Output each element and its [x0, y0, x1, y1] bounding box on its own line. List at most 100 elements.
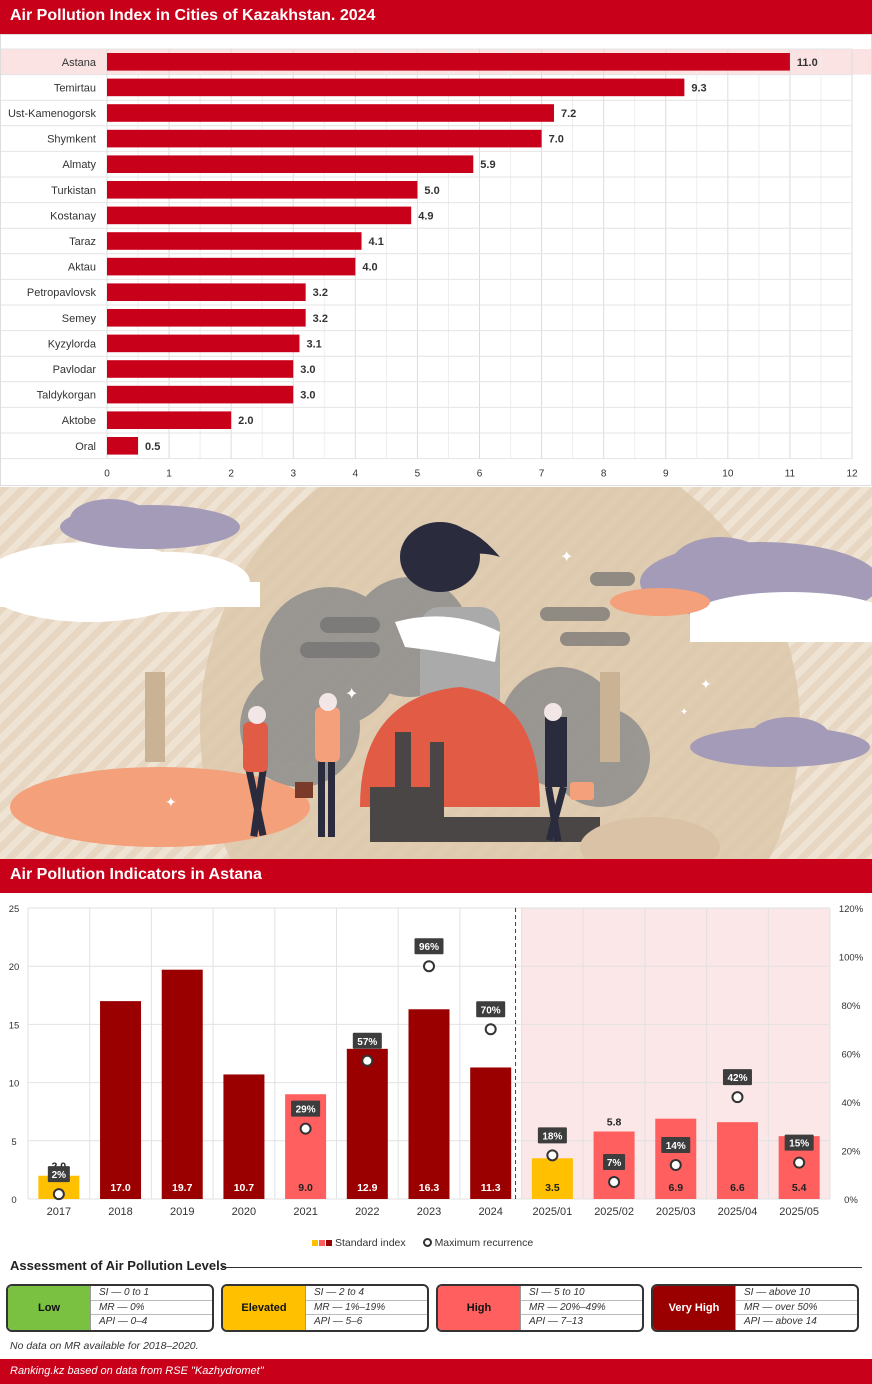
category-label: Ust-Kamenogorsk [8, 108, 97, 120]
value-label: 19.7 [172, 1182, 193, 1194]
recurrence-label-bg [784, 1134, 814, 1151]
y-right-tick: 80% [841, 1001, 861, 1012]
value-label: 17.0 [110, 1182, 131, 1194]
recurrence-label: 29% [296, 1105, 316, 1116]
pollution-illustration: ✦ ✦ ✦ ✦ ✦ [0, 487, 872, 859]
recurrence-label: 18% [542, 1131, 562, 1142]
value-label: 5.4 [792, 1182, 807, 1194]
level-high-name: High [438, 1286, 520, 1330]
bar [107, 232, 362, 250]
value-label: 10.7 [234, 1182, 255, 1194]
recurrence-label-bg [414, 938, 444, 955]
source-credit: Ranking.kz based on data from RSE "Kazhy… [10, 1365, 264, 1377]
x-tick-label: 6 [477, 469, 483, 480]
bar [223, 1074, 265, 1199]
recurrence-marker [793, 1156, 806, 1169]
bar [470, 1067, 512, 1199]
assessment-section: Assessment of Air Pollution Levels Low S… [0, 1255, 872, 1359]
value-label: 3.0 [300, 390, 315, 402]
y-left-tick: 20 [9, 962, 20, 973]
bar [107, 360, 294, 378]
x-tick-label: 2021 [293, 1206, 317, 1218]
recurrence-label: 14% [666, 1141, 686, 1152]
recurrence-marker [608, 1176, 621, 1189]
recurrence-label-bg [47, 1166, 70, 1183]
recurrence-label: 57% [357, 1037, 377, 1048]
recurrence-marker [52, 1188, 65, 1201]
x-tick-label: 2020 [232, 1206, 256, 1218]
level-high-si: SI — 5 to 10 [521, 1286, 642, 1301]
svg-text:✦: ✦ [345, 686, 358, 703]
level-high-api: API — 7–13 [529, 1316, 583, 1328]
value-label: 3.2 [313, 287, 328, 299]
assessment-title: Assessment of Air Pollution Levels [10, 1258, 227, 1273]
x-tick-label: 7 [539, 469, 545, 480]
footer-banner: Ranking.kz based on data from RSE "Kazhy… [0, 1359, 872, 1384]
category-label: Temirtau [54, 82, 96, 94]
value-label: 5.8 [607, 1116, 622, 1128]
recurrence-marker [669, 1159, 682, 1172]
astana-indicators-chart: 05101520250%20%40%60%80%100%120%20172.02… [9, 904, 864, 1218]
bar [100, 1001, 142, 1199]
bar [107, 257, 356, 276]
mr-note: No data on MR available for 2018–2020. [10, 1340, 199, 1352]
svg-text:✦: ✦ [680, 707, 688, 718]
category-label: Oral [75, 441, 96, 453]
x-tick-label: 4 [353, 469, 359, 480]
level-veryhigh-name: Very High [653, 1286, 735, 1330]
assessment-divider [222, 1267, 862, 1268]
x-tick-label: 12 [846, 469, 858, 480]
bar [107, 437, 139, 455]
x-tick-label: 5 [415, 469, 421, 480]
bar [161, 969, 203, 1199]
recurrence-marker [299, 1122, 312, 1135]
recurrence-label-bg [476, 1001, 506, 1018]
value-label: 4.0 [362, 262, 377, 274]
bar [408, 1009, 450, 1199]
x-tick-label: 2017 [47, 1206, 71, 1218]
recurrence-label: 7% [607, 1158, 622, 1169]
level-elevated-mr: MR — 1%–19% [306, 1301, 427, 1316]
svg-text:✦: ✦ [700, 676, 712, 692]
x-tick-label: 2018 [108, 1206, 132, 1218]
legend-marker-recurrence [422, 1238, 432, 1247]
y-left-tick: 15 [9, 1020, 20, 1031]
level-high: High SI — 5 to 10 MR — 20%–49% API — 7–1… [436, 1284, 644, 1332]
recurrence-label-bg [661, 1137, 691, 1154]
y-right-tick: 0% [844, 1195, 858, 1206]
recurrence-marker [484, 1023, 497, 1036]
bar [107, 155, 474, 173]
category-label: Aktobe [62, 415, 96, 427]
x-tick-label: 2023 [417, 1206, 441, 1218]
x-tick-label: 1 [166, 469, 172, 480]
recurrence-label-bg [722, 1069, 752, 1086]
bar [716, 1122, 758, 1199]
level-low-si: SI — 0 to 1 [91, 1286, 212, 1301]
bar [107, 78, 685, 97]
value-label: 2.0 [238, 415, 253, 427]
value-label: 9.3 [691, 82, 706, 94]
value-label: 5.9 [480, 159, 495, 171]
y-right-tick: 100% [839, 953, 864, 964]
x-tick-label: 11 [785, 469, 796, 480]
bar [107, 411, 232, 429]
value-label: 16.3 [419, 1182, 440, 1194]
y-right-tick: 120% [839, 904, 864, 915]
chart-title-cities: Air Pollution Index in Cities of Kazakhs… [10, 7, 376, 24]
value-label: 7.2 [561, 108, 576, 120]
svg-text:✦: ✦ [560, 549, 573, 566]
recurrence-marker [361, 1054, 374, 1067]
bar [107, 334, 300, 353]
recurrence-label-bg [291, 1100, 321, 1117]
value-label: 9.0 [298, 1182, 313, 1194]
x-tick-label: 8 [601, 469, 607, 480]
svg-text:✦: ✦ [165, 794, 177, 810]
level-high-mr: MR — 20%–49% [521, 1301, 642, 1316]
y-left-tick: 5 [11, 1137, 16, 1148]
y-right-tick: 40% [841, 1098, 861, 1109]
level-veryhigh: Very High SI — above 10 MR — over 50% AP… [651, 1284, 859, 1332]
x-tick-label: 0 [104, 469, 110, 480]
level-low: Low SI — 0 to 1 MR — 0% API — 0–4 [6, 1284, 214, 1332]
category-label: Kyzylorda [48, 338, 97, 350]
value-label: 5.0 [424, 185, 439, 197]
